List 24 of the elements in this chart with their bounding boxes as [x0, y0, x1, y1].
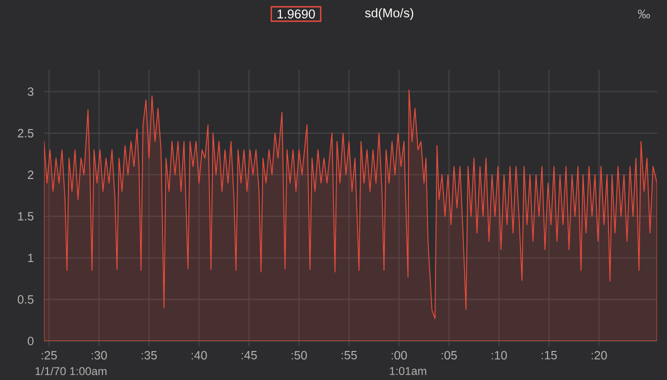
y-tick-label: 2.5	[18, 128, 34, 138]
chart-title: sd(Mo/s)	[365, 8, 414, 20]
y-tick-label: 2	[28, 170, 34, 179]
text: 1:01am	[390, 366, 426, 376]
x-tick-label: :05	[442, 351, 457, 360]
x-tick-label: :15	[542, 351, 557, 360]
x-tick-label: :55	[342, 351, 357, 360]
x-tick-label: :10	[492, 351, 507, 360]
text: ‰	[638, 10, 650, 18]
chart-subtitle: 1.9690	[278, 10, 315, 18]
x-tick-label: :50	[292, 351, 307, 360]
x-tick-label: :40	[192, 351, 207, 360]
y-tick-label: 0.5	[18, 295, 34, 304]
x-tick-label: :00	[392, 351, 407, 360]
x-tick-label: :35	[142, 351, 157, 360]
y-tick-label: 3	[28, 87, 34, 96]
x-tick-label: :25	[42, 351, 57, 360]
x-tick-label: :45	[242, 351, 257, 360]
y-tick-label: 1	[28, 254, 34, 262]
y-tick-label: 1.5	[18, 212, 34, 221]
x-tick-label: :20	[592, 351, 607, 360]
y-tick-label: 0	[28, 336, 34, 346]
x-tick-label: :30	[92, 351, 107, 360]
text: 1/1/70 1:00am	[36, 366, 106, 376]
